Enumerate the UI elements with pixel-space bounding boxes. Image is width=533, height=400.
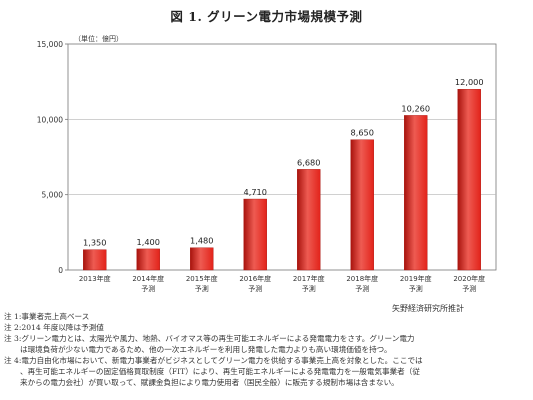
note-4: 注 4:電力自由化市場において、新電力事業者がビジネスとしてグリーン電力を供給す… — [4, 356, 423, 365]
x-tick-label: 予測 — [462, 284, 476, 293]
x-tick-label: 2015年度 — [186, 274, 218, 283]
bar-value-label: 6,680 — [297, 157, 320, 167]
unit-label: （単位：億円） — [74, 35, 123, 43]
x-tick-label: 2016年度 — [239, 274, 271, 283]
x-tick-label: 予測 — [409, 284, 423, 293]
bar-value-label: 10,260 — [401, 103, 430, 113]
bar — [136, 248, 160, 271]
x-tick-label: 予測 — [302, 284, 316, 293]
source-label: 矢野経済研究所推計 — [392, 304, 464, 313]
bar-chart: 0 5,000 10,000 15,000 1,350 1,400 1,480 4,710 6… — [37, 40, 497, 293]
x-tick-label: 2017年度 — [293, 274, 325, 283]
x-tick-label: 予測 — [195, 284, 209, 293]
bar — [350, 139, 374, 271]
note-4-continued-1: 、再生可能エネルギーの固定価格買取制度（FIT）により、再生可能エネルギーによる… — [20, 367, 420, 376]
y-tick-label: 15,000 — [37, 40, 63, 49]
bar — [243, 198, 267, 271]
figure-title: 図 1. グリーン電力市場規模予測 — [170, 9, 363, 24]
x-tick-label: 予測 — [141, 284, 155, 293]
bar — [190, 247, 214, 271]
bar-value-label: 1,480 — [190, 236, 213, 246]
y-tick-label: 10,000 — [37, 115, 63, 124]
bar-value-label: 1,350 — [83, 238, 106, 248]
bar — [404, 115, 428, 271]
note-3: 注 3:グリーン電力とは、太陽光や風力、地熱、バイオマス等の再生可能エネルギーに… — [4, 334, 415, 343]
note-1: 注 1:事業者売上高ベース — [4, 312, 90, 321]
x-tick-label: 2019年度 — [400, 274, 432, 283]
x-tick-label: 2013年度 — [79, 274, 111, 283]
y-tick-label: 5,000 — [42, 191, 64, 200]
bar — [457, 88, 481, 271]
bar — [83, 249, 107, 271]
bar-value-label: 12,000 — [455, 77, 484, 87]
x-tick-label: 2014年度 — [132, 274, 164, 283]
bar-value-label: 1,400 — [137, 237, 160, 247]
x-tick-label: 2020年度 — [453, 274, 485, 283]
y-tick-label: 0 — [58, 266, 63, 275]
note-4-continued-2: 来からの電力会社）が買い取って、賦課金負担により電力使用者（国民全般）に販売する… — [20, 378, 399, 387]
bar — [297, 169, 321, 271]
bar-value-label: 8,650 — [351, 128, 374, 138]
plot-area — [67, 43, 497, 271]
x-tick-label: 2018年度 — [346, 274, 378, 283]
x-tick-label: 予測 — [355, 284, 369, 293]
note-3-continued: は環境負荷が少ない電力であるため、他の一次エネルギーを利用し発電した電力よりも高… — [20, 345, 392, 354]
bar-value-label: 4,710 — [244, 187, 267, 197]
note-2: 注 2:2014 年度以降は予測値 — [4, 323, 104, 332]
x-tick-label: 予測 — [248, 284, 262, 293]
